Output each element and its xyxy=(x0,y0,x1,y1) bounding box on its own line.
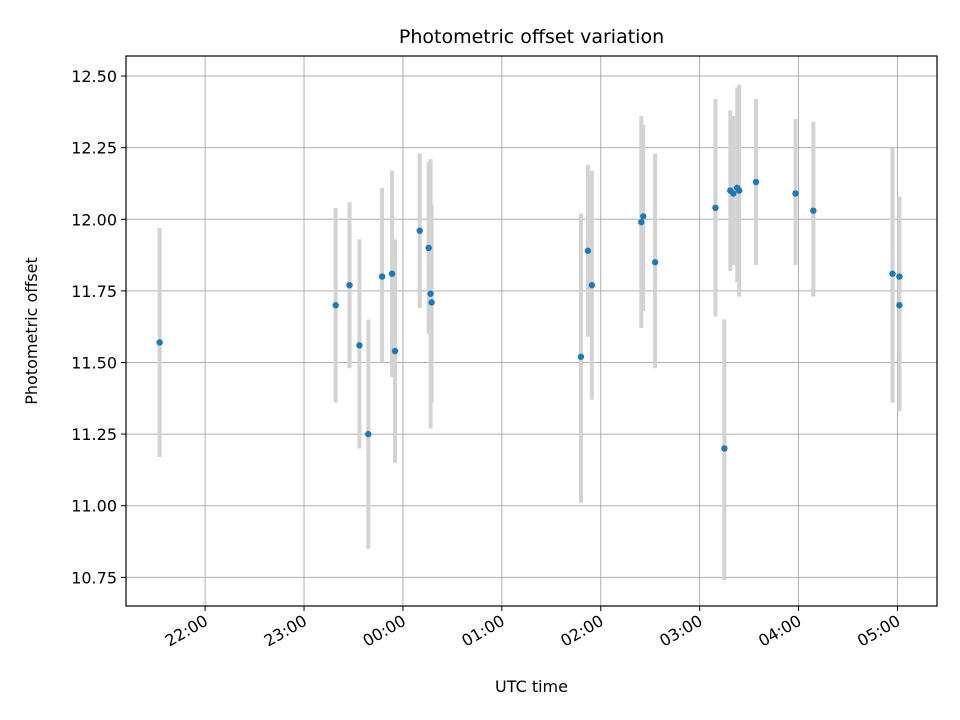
data-point xyxy=(428,299,435,306)
data-point xyxy=(730,190,737,197)
y-tick-label: 12.25 xyxy=(71,139,117,158)
y-tick-label: 10.75 xyxy=(71,568,117,587)
data-point xyxy=(640,213,647,220)
data-point xyxy=(810,207,817,214)
chart-title: Photometric offset variation xyxy=(399,26,664,48)
y-axis-ticks: 10.75 11.00 11.25 11.50 11.75 12.00 12.25 12.50 xyxy=(71,67,126,587)
data-point xyxy=(577,353,585,360)
y-tick-label: 11.75 xyxy=(71,282,117,301)
y-tick-label: 11.00 xyxy=(71,497,117,516)
data-point xyxy=(427,290,434,297)
y-tick-label: 11.50 xyxy=(71,354,117,373)
y-tick-label: 11.25 xyxy=(71,425,117,444)
data-point xyxy=(391,347,399,355)
y-tick-label: 12.00 xyxy=(71,210,117,229)
data-point xyxy=(584,247,592,254)
data-point xyxy=(588,281,596,289)
data-point xyxy=(651,259,659,266)
data-point xyxy=(638,218,645,226)
data-point xyxy=(889,270,896,277)
data-point xyxy=(416,227,423,234)
data-point xyxy=(735,187,743,194)
y-axis-title: Photometric offset xyxy=(22,257,41,405)
data-point xyxy=(712,204,719,212)
data-point xyxy=(752,178,760,186)
data-point xyxy=(388,270,396,277)
grid-lines xyxy=(126,56,937,606)
data-point xyxy=(425,244,432,252)
data-points xyxy=(156,178,903,452)
data-point xyxy=(332,302,339,309)
plot-area-frame xyxy=(125,55,938,607)
data-point xyxy=(156,339,163,346)
data-point xyxy=(721,445,728,452)
data-point xyxy=(896,273,903,280)
data-point xyxy=(356,342,363,349)
data-point xyxy=(792,190,799,197)
y-tick-label: 12.50 xyxy=(71,67,117,86)
data-point xyxy=(365,430,372,438)
x-axis-title: UTC time xyxy=(495,677,568,696)
data-point xyxy=(346,281,353,289)
data-point xyxy=(378,273,386,280)
data-point xyxy=(896,302,903,309)
